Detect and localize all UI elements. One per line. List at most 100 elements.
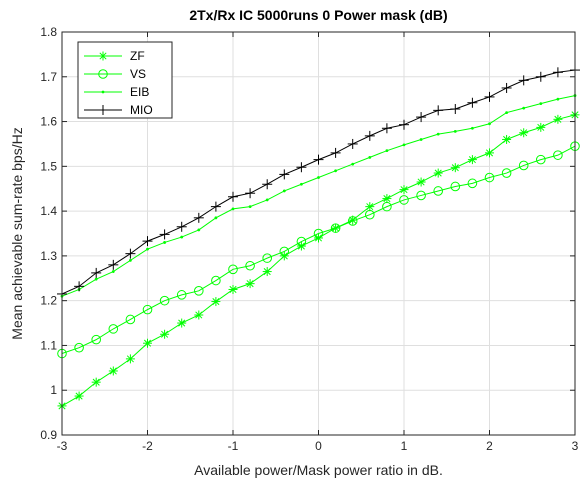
series-zf-point xyxy=(143,338,152,348)
legend-label-eib: EIB xyxy=(130,85,149,99)
series-eib-point xyxy=(197,228,201,232)
series-zf-point xyxy=(502,134,512,144)
series-eib-point xyxy=(214,216,218,220)
x-tick-label: 1 xyxy=(401,439,408,453)
series-vs xyxy=(57,141,580,359)
series-eib-point xyxy=(248,205,252,209)
series-eib-point xyxy=(556,97,560,101)
series-mio-point xyxy=(501,82,512,93)
series-vs-point xyxy=(501,168,512,178)
series-zf-point xyxy=(416,177,426,187)
series-zf-point xyxy=(553,114,563,124)
y-tick-label: 1.6 xyxy=(40,115,57,129)
series-eib-point xyxy=(265,198,269,202)
y-tick-label: 1.7 xyxy=(40,70,57,84)
series-vs-point xyxy=(262,253,273,263)
series-vs-point xyxy=(484,172,495,183)
series-eib-point xyxy=(368,155,372,159)
series-eib-point xyxy=(111,270,115,273)
series-zf-point xyxy=(365,202,375,212)
series-eib-point xyxy=(402,143,406,147)
series-eib xyxy=(60,94,577,298)
series-eib-point xyxy=(146,247,149,251)
series-mio-point xyxy=(296,162,307,173)
series-mio-point xyxy=(399,119,409,130)
series-vs-point xyxy=(108,324,119,334)
series-vs-point xyxy=(159,295,170,306)
series-zf-point xyxy=(228,284,238,294)
series-eib-point xyxy=(351,162,355,166)
series-mio-point xyxy=(108,259,119,270)
x-tick-label: 0 xyxy=(315,439,322,453)
series-vs-line xyxy=(61,145,576,354)
series-mio-point xyxy=(535,71,546,82)
series-vs-point xyxy=(467,178,478,189)
y-axis-label: Mean achievable sum-rate bps/Hz xyxy=(9,127,25,339)
series-vs-point xyxy=(74,342,84,353)
legend-item-eib: EIB xyxy=(84,85,149,99)
series-mio-point xyxy=(228,191,238,202)
series-zf-point xyxy=(245,279,255,289)
series-eib-point xyxy=(163,241,167,244)
series-eib-point xyxy=(334,169,337,173)
series-eib-point xyxy=(522,106,526,110)
series-zf-point xyxy=(160,329,170,339)
series-mio-point xyxy=(91,267,102,278)
series-vs-point xyxy=(450,181,461,192)
series-zf-point xyxy=(467,155,477,165)
series-vs-point xyxy=(433,186,444,196)
y-tick-label: 1 xyxy=(50,383,57,397)
legend-item-mio: MIO xyxy=(84,103,153,117)
legend-label-mio: MIO xyxy=(130,103,153,117)
series-vs-point xyxy=(296,236,307,247)
series-eib-point xyxy=(317,176,320,179)
legend: ZF VS EIB MIO xyxy=(77,41,173,119)
series-eib-point xyxy=(471,126,474,130)
series-vs-point xyxy=(313,228,324,239)
series-vs-point xyxy=(125,314,136,325)
x-tick-label: -2 xyxy=(142,439,153,453)
series-eib-point xyxy=(282,189,286,193)
series-mio-point xyxy=(142,236,153,247)
series-eib-point xyxy=(488,122,491,126)
series-eib-point xyxy=(419,138,423,141)
series-zf-point xyxy=(74,391,84,401)
series-mio-point xyxy=(347,138,358,149)
series-vs-point xyxy=(211,275,221,286)
series-mio-point xyxy=(381,123,392,134)
series-vs-point xyxy=(347,216,358,226)
ticks xyxy=(61,31,576,436)
legend-marker-eib xyxy=(101,90,105,94)
y-tick-label: 1.1 xyxy=(40,338,57,352)
series-vs-point xyxy=(194,286,204,296)
series-vs-point xyxy=(553,150,563,160)
series-mio-point xyxy=(518,75,529,86)
series-vs-point xyxy=(142,304,153,315)
legend-item-zf: ZF xyxy=(84,49,145,63)
series-eib-point xyxy=(539,102,543,106)
series-vs-point xyxy=(91,334,101,345)
series-zf-point xyxy=(91,377,101,387)
chart-title: 2Tx/Rx IC 5000runs 0 Power mask (dB) xyxy=(189,7,447,23)
series-mio-point xyxy=(245,188,256,199)
series-eib-point xyxy=(436,132,440,136)
series-vs-point xyxy=(228,264,238,275)
y-tick-label: 0.9 xyxy=(40,428,57,442)
series-mio-point xyxy=(262,179,273,190)
series-vs-point xyxy=(365,209,375,220)
series-zf-point xyxy=(125,354,135,364)
series-zf-point xyxy=(211,297,221,307)
series-eib-point xyxy=(180,235,184,239)
series-vs-point xyxy=(245,260,255,271)
series-eib-point xyxy=(453,130,457,133)
series-eib-point xyxy=(231,207,235,211)
series-zf-point xyxy=(194,310,204,320)
legend-marker-mio xyxy=(98,105,108,115)
series-vs-point xyxy=(330,223,341,233)
series-vs-point xyxy=(176,290,187,300)
series-mio-point xyxy=(125,248,136,259)
y-tick-label: 1.4 xyxy=(40,204,57,218)
series-mio-point xyxy=(364,130,375,141)
x-tick-label: 3 xyxy=(572,439,579,453)
series-mio-point xyxy=(210,201,221,212)
